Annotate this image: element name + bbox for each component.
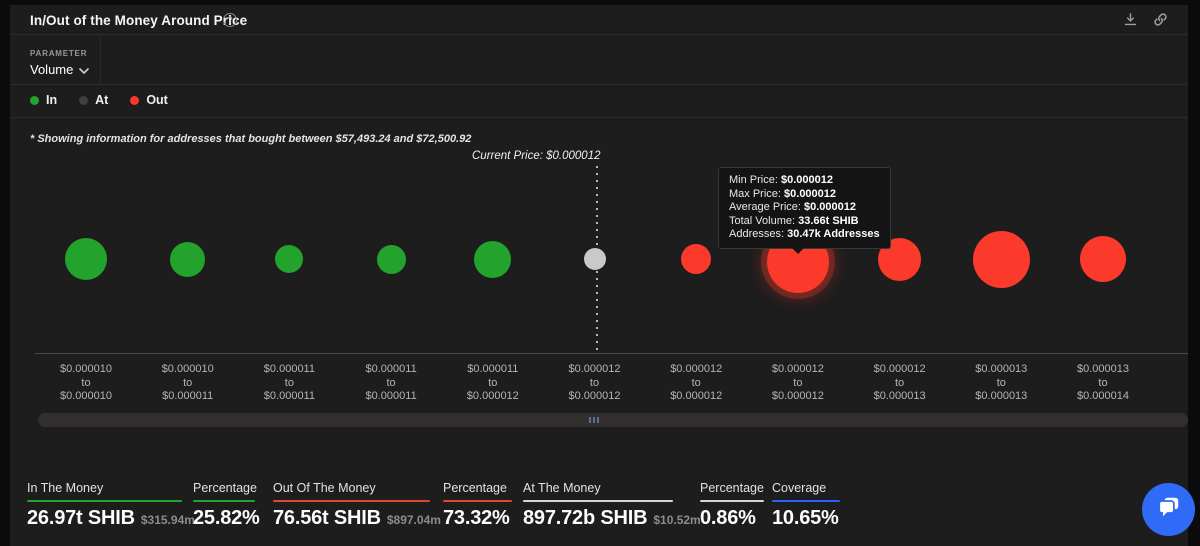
stat-label: In The Money — [27, 481, 104, 495]
tooltip-line: Max Price: $0.000012 — [729, 187, 837, 200]
stat-value: 897.72b SHIB — [523, 507, 648, 529]
scrollbar-grip[interactable] — [589, 417, 599, 423]
x-axis-label: $0.000012 to $0.000012 — [771, 363, 824, 402]
stat-secondary-value: $10.52m — [653, 513, 701, 527]
bubble-in[interactable] — [474, 240, 512, 278]
stat-label: Percentage — [193, 481, 257, 495]
chart-legend: In At Out — [30, 93, 168, 107]
stat-value: 10.65% — [772, 507, 839, 529]
help-icon[interactable]: ? — [223, 13, 237, 27]
stat-accent-rule — [443, 500, 512, 502]
x-axis-label: $0.000012 to $0.000012 — [670, 363, 723, 402]
page-title: In/Out of the Money Around Price — [30, 13, 248, 28]
download-icon[interactable] — [1122, 11, 1139, 28]
x-axis-label: $0.000012 to $0.000012 — [568, 363, 621, 402]
copy-link-icon[interactable] — [1152, 11, 1169, 28]
legend-dot — [30, 95, 39, 105]
legend-dot — [79, 95, 89, 105]
legend-item-in[interactable]: In — [30, 93, 57, 107]
stat-value: 76.56t SHIB — [273, 507, 381, 529]
stat-percentage-in: Percentage 25.82% — [193, 481, 260, 530]
stat-accent-rule — [273, 500, 430, 502]
stat-accent-rule — [700, 500, 764, 502]
chat-launcher-button[interactable] — [1142, 483, 1195, 536]
range-note: * Showing information for addresses that… — [30, 133, 472, 145]
stat-value: 26.97t SHIB — [27, 507, 135, 529]
legend-label: Out — [146, 93, 168, 107]
parameter-value: Volume — [30, 62, 74, 77]
stat-label: At The Money — [523, 481, 601, 495]
bubble-out[interactable] — [1080, 236, 1126, 282]
tooltip-line: Average Price: $0.000012 — [729, 201, 857, 214]
x-axis-label: $0.000010 to $0.000010 — [60, 363, 112, 402]
stat-in-the-money: In The Money 26.97t SHIB $315.94m — [27, 481, 195, 530]
chevron-down-icon — [79, 62, 90, 77]
stat-accent-rule — [772, 500, 840, 502]
x-axis-label: $0.000013 to $0.000014 — [1077, 363, 1129, 402]
legend-item-at[interactable]: At — [79, 93, 108, 107]
stat-accent-rule — [27, 500, 182, 502]
stat-value: 73.32% — [443, 507, 510, 529]
stat-accent-rule — [523, 500, 673, 502]
parameter-dropdown[interactable]: Volume — [30, 62, 90, 77]
stat-label: Coverage — [772, 481, 827, 495]
parameter-label: PARAMETER — [30, 49, 88, 58]
x-axis-label: $0.000011 to $0.000011 — [365, 363, 417, 402]
bubble-in[interactable] — [65, 238, 107, 280]
bubble-out[interactable] — [681, 244, 712, 274]
bubble-in[interactable] — [376, 244, 406, 274]
divider — [10, 117, 1188, 118]
stat-label: Out Of The Money — [273, 481, 376, 495]
stat-value: 25.82% — [193, 507, 260, 529]
chat-bubbles-icon — [1156, 494, 1182, 525]
stat-label: Percentage — [700, 481, 764, 495]
stat-at-the-money: At The Money 897.72b SHIB $10.52m — [523, 481, 701, 530]
tooltip-line: Min Price: $0.000012 — [729, 174, 833, 186]
legend-item-out[interactable]: Out — [130, 93, 168, 107]
tooltip-line: Addresses: 30.47k Addresses — [729, 228, 880, 241]
stat-percentage-at: Percentage 0.86% — [700, 481, 764, 530]
stat-coverage: Coverage 10.65% — [772, 481, 840, 530]
bubble-tooltip: Min Price: $0.000012 Max Price: $0.000012… — [718, 167, 891, 254]
stat-secondary-value: $897.04m — [386, 513, 441, 527]
divider — [10, 34, 1188, 35]
x-axis-label: $0.000012 to $0.000013 — [873, 363, 926, 402]
stat-secondary-value: $315.94m — [140, 513, 195, 527]
chart-scrollbar[interactable] — [38, 413, 1188, 427]
x-axis-label: $0.000010 to $0.000011 — [161, 363, 214, 402]
x-axis-label: $0.000011 to $0.000011 — [263, 363, 315, 402]
stat-percentage-out: Percentage 73.32% — [443, 481, 512, 530]
stat-accent-rule — [193, 500, 255, 502]
bubble-out[interactable] — [972, 230, 1030, 288]
x-axis-line — [35, 353, 1188, 354]
bubble-in[interactable] — [170, 241, 206, 277]
divider — [100, 35, 101, 84]
divider — [10, 84, 1188, 85]
legend-dot — [130, 95, 140, 105]
stat-out-of-the-money: Out Of The Money 76.56t SHIB $897.04m — [273, 481, 441, 530]
legend-label: At — [95, 93, 109, 107]
tooltip-line: Total Volume: 33.66t SHIB — [729, 214, 859, 227]
legend-label: In — [46, 93, 58, 107]
x-axis-label: $0.000011 to $0.000012 — [466, 363, 519, 402]
bubble-in[interactable] — [275, 245, 304, 273]
stat-value: 0.86% — [700, 507, 756, 529]
bubble-at[interactable] — [583, 248, 606, 270]
x-axis-label: $0.000013 to $0.000013 — [975, 363, 1028, 402]
stat-label: Percentage — [443, 481, 507, 495]
current-price-annotation: Current Price: $0.000012 — [472, 150, 601, 162]
